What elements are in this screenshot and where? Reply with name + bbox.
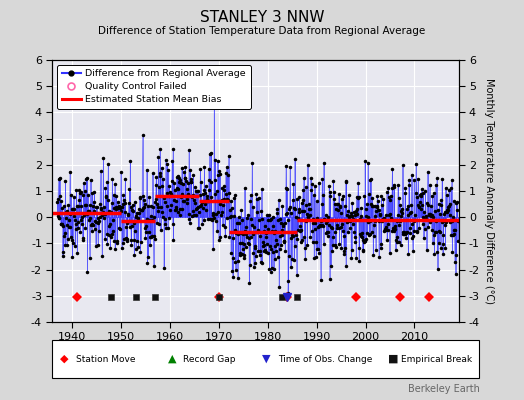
Text: Time of Obs. Change: Time of Obs. Change: [278, 354, 372, 364]
Text: ■: ■: [388, 354, 398, 364]
Text: Empirical Break: Empirical Break: [401, 354, 472, 364]
Text: Station Move: Station Move: [76, 354, 136, 364]
Text: Difference of Station Temperature Data from Regional Average: Difference of Station Temperature Data f…: [99, 26, 425, 36]
Y-axis label: Monthly Temperature Anomaly Difference (°C): Monthly Temperature Anomaly Difference (…: [484, 78, 494, 304]
Text: ▼: ▼: [262, 354, 270, 364]
Text: Record Gap: Record Gap: [183, 354, 236, 364]
Text: Berkeley Earth: Berkeley Earth: [408, 384, 479, 394]
Text: ▲: ▲: [168, 354, 176, 364]
Legend: Difference from Regional Average, Quality Control Failed, Estimated Station Mean: Difference from Regional Average, Qualit…: [57, 65, 251, 109]
Text: STANLEY 3 NNW: STANLEY 3 NNW: [200, 10, 324, 25]
Text: ◆: ◆: [60, 354, 69, 364]
